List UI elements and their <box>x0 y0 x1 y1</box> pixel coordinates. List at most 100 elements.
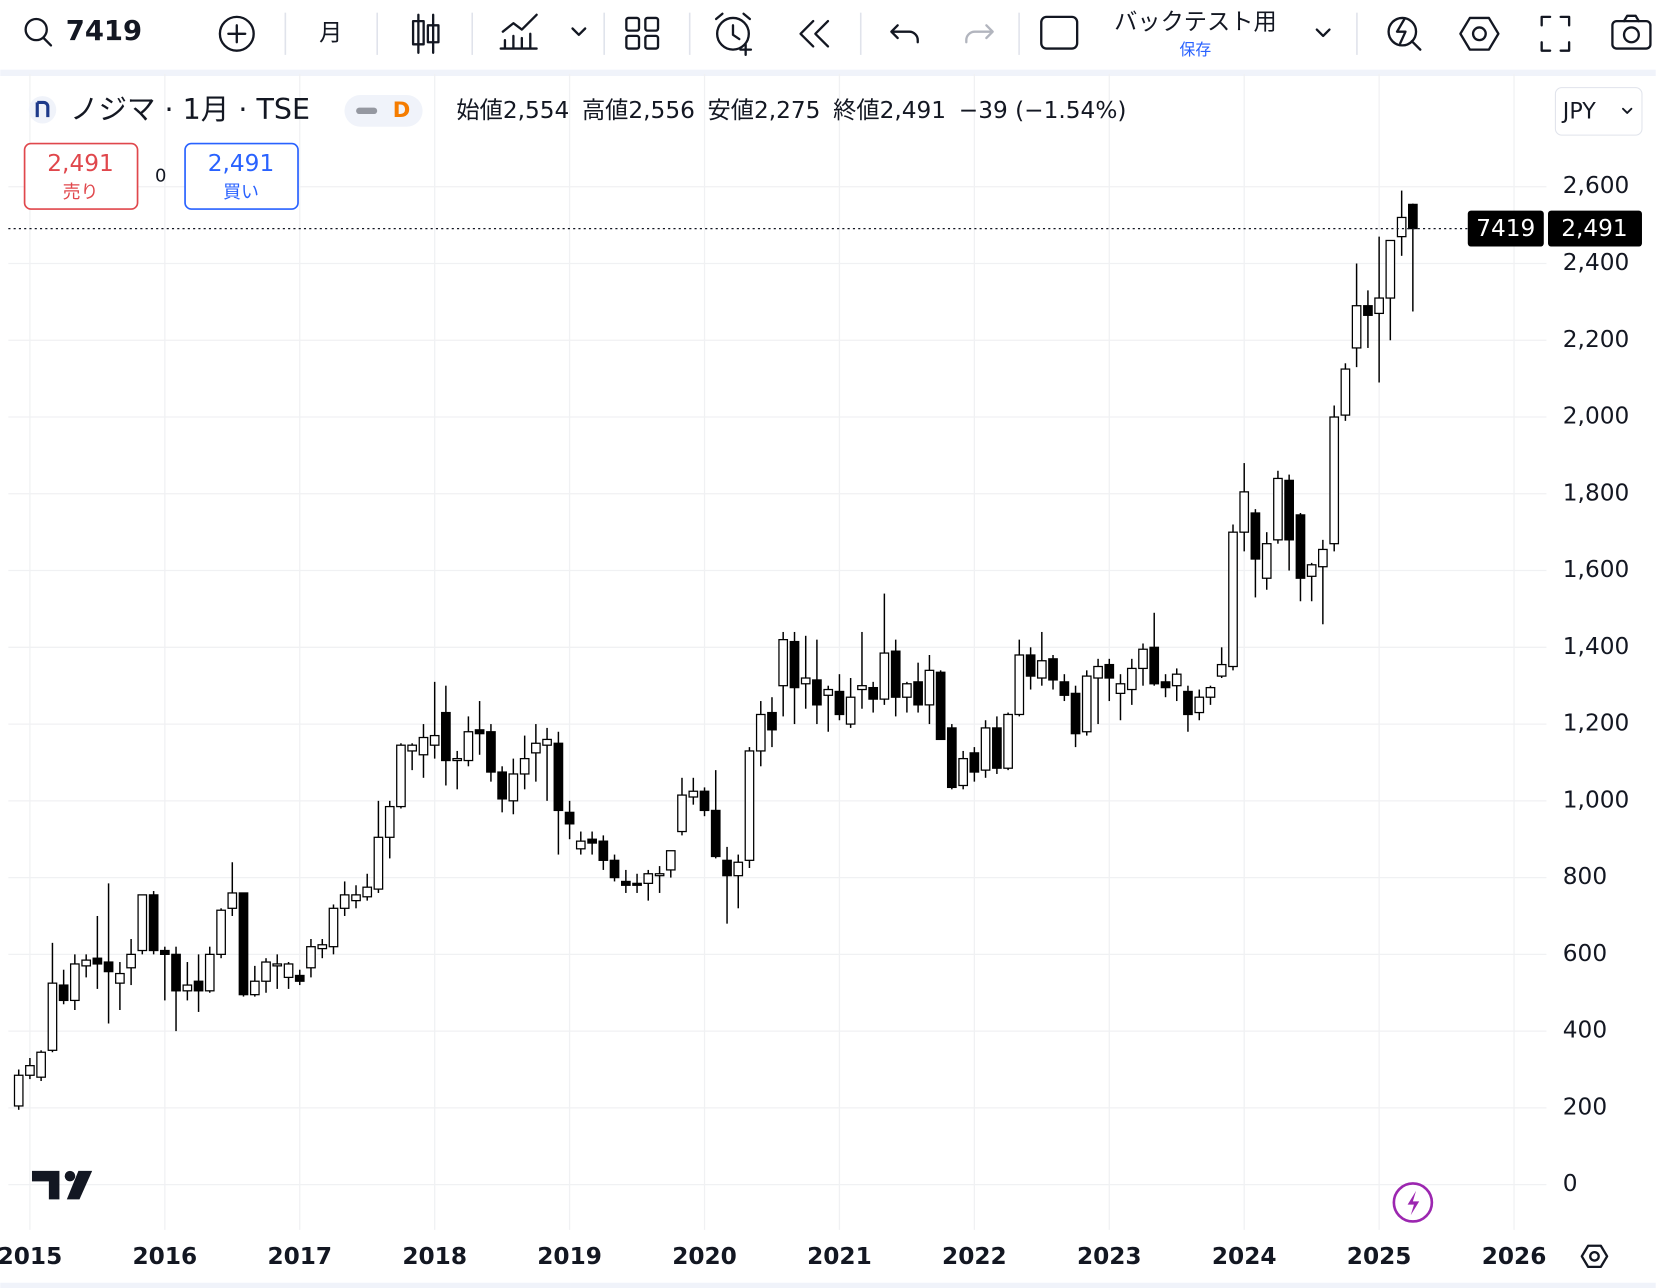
candle-body <box>1115 683 1126 695</box>
ohlc-label: 安値 <box>708 96 754 123</box>
y-tick-label: 1,000 <box>1563 786 1629 813</box>
buy-label: 買い <box>223 182 259 203</box>
indicators-button[interactable] <box>499 13 587 50</box>
candle-body <box>1318 548 1328 568</box>
candle-body <box>294 974 305 982</box>
candle-body <box>69 963 80 1002</box>
redo-button[interactable] <box>965 24 994 44</box>
layout-name: バックテスト用 <box>1114 9 1277 36</box>
candle-body <box>1250 512 1261 560</box>
tv-logo <box>31 1170 93 1200</box>
candle-body <box>497 771 507 800</box>
plot-area <box>8 73 1547 1230</box>
candle-icon <box>411 19 425 46</box>
search-icon <box>42 36 53 47</box>
chevron <box>1622 107 1633 114</box>
y-tick-label: 0 <box>1563 1170 1578 1197</box>
symbol-tag-label: 7419 <box>1476 215 1535 242</box>
ohlc-value: 2,554 <box>503 96 569 123</box>
candle-body <box>362 886 373 898</box>
candle-body <box>980 727 991 771</box>
plus-icon <box>218 15 255 52</box>
x-tick-label: 2025 <box>1347 1243 1412 1270</box>
ohlc-label: 終値 <box>833 96 879 123</box>
replay-button[interactable] <box>799 19 830 48</box>
lightning-button[interactable] <box>1392 1182 1434 1223</box>
candle-body <box>1374 297 1384 315</box>
grid-icon <box>625 34 641 50</box>
candle-body <box>958 757 969 787</box>
quick-search-button[interactable] <box>1387 16 1422 51</box>
candle-body <box>564 811 575 825</box>
candle-body <box>1093 665 1103 679</box>
candle-body <box>249 980 260 996</box>
x-tick-label: 2017 <box>267 1243 332 1270</box>
candle-body <box>283 963 294 979</box>
candle-body <box>857 685 867 691</box>
search-icon <box>1387 16 1418 47</box>
buy-price: 2,491 <box>208 150 274 177</box>
y-tick-label: 2,600 <box>1563 172 1629 199</box>
tv-logo-shape <box>64 1170 76 1182</box>
quantity: 0 <box>155 165 166 186</box>
y-tick-label: 1,400 <box>1563 633 1629 660</box>
alert-button[interactable] <box>714 12 753 57</box>
candle-body <box>126 953 136 969</box>
screenshot-button[interactable] <box>1611 14 1652 50</box>
candle-body <box>1228 531 1238 668</box>
undo-button[interactable] <box>890 24 919 44</box>
sell-button[interactable]: 2,491 売り <box>23 142 139 210</box>
indicator-icon <box>499 13 538 50</box>
symbol: 7419 <box>66 16 142 47</box>
candle-body <box>1216 663 1227 677</box>
chevron <box>571 27 587 37</box>
candle-body <box>351 894 361 902</box>
lightning-icon <box>1407 1190 1420 1216</box>
legend: ノジマ · 1月 · TSE D 始値2,554 高値2,556 安値2,275 終値… <box>28 87 1643 136</box>
axis-settings-button[interactable] <box>1580 1244 1609 1269</box>
candle-body <box>396 744 406 808</box>
layout-button[interactable] <box>625 16 660 50</box>
candle-body <box>946 727 957 789</box>
y-tick-label: 1,600 <box>1563 556 1629 583</box>
candle-body <box>575 840 586 850</box>
candle-body <box>227 892 238 909</box>
bottom-border <box>0 1282 1656 1288</box>
candle-body <box>1261 543 1272 579</box>
candle-body <box>1396 216 1407 238</box>
settings-button[interactable] <box>1459 16 1500 51</box>
grid-icon <box>644 34 660 50</box>
candle-body <box>722 859 732 877</box>
chart-type-button[interactable] <box>411 13 440 54</box>
candle-body <box>665 850 676 871</box>
candle-body <box>1351 305 1362 349</box>
interval-button[interactable]: 月 <box>319 19 342 46</box>
layout-menu[interactable]: バックテスト用 保存 <box>1114 9 1331 59</box>
candle-body <box>486 731 496 773</box>
price-tag-label: 2,491 <box>1561 215 1627 242</box>
candle-body <box>710 809 721 858</box>
y-tick-label: 400 <box>1563 1017 1607 1044</box>
compare-button[interactable] <box>218 15 255 52</box>
candle-body <box>587 838 597 844</box>
search-icon <box>1395 17 1422 51</box>
tv-logo-shape <box>31 1170 60 1200</box>
candle-body <box>137 894 148 952</box>
candle-body <box>890 650 901 698</box>
status-badge <box>344 95 423 127</box>
x-tick-label: 2020 <box>672 1243 737 1270</box>
symbol-title: ノジマ · 1月 · TSE <box>70 93 310 126</box>
layout-checkbox[interactable] <box>1040 15 1079 50</box>
x-tick-label: 2024 <box>1212 1243 1277 1270</box>
y-tick-label: 1,800 <box>1563 479 1629 506</box>
sell-price: 2,491 <box>47 150 113 177</box>
x-tick-label: 2021 <box>807 1243 872 1270</box>
y-tick-label: 1,200 <box>1563 710 1629 737</box>
ohlc-label: 高値 <box>582 96 628 123</box>
candle-body <box>1036 660 1047 679</box>
buy-button[interactable]: 2,491 買い <box>184 142 299 210</box>
symbol-search[interactable]: 7419 <box>24 16 142 47</box>
fullscreen-button[interactable] <box>1540 15 1571 52</box>
currency-button[interactable]: JPY <box>1554 87 1643 136</box>
